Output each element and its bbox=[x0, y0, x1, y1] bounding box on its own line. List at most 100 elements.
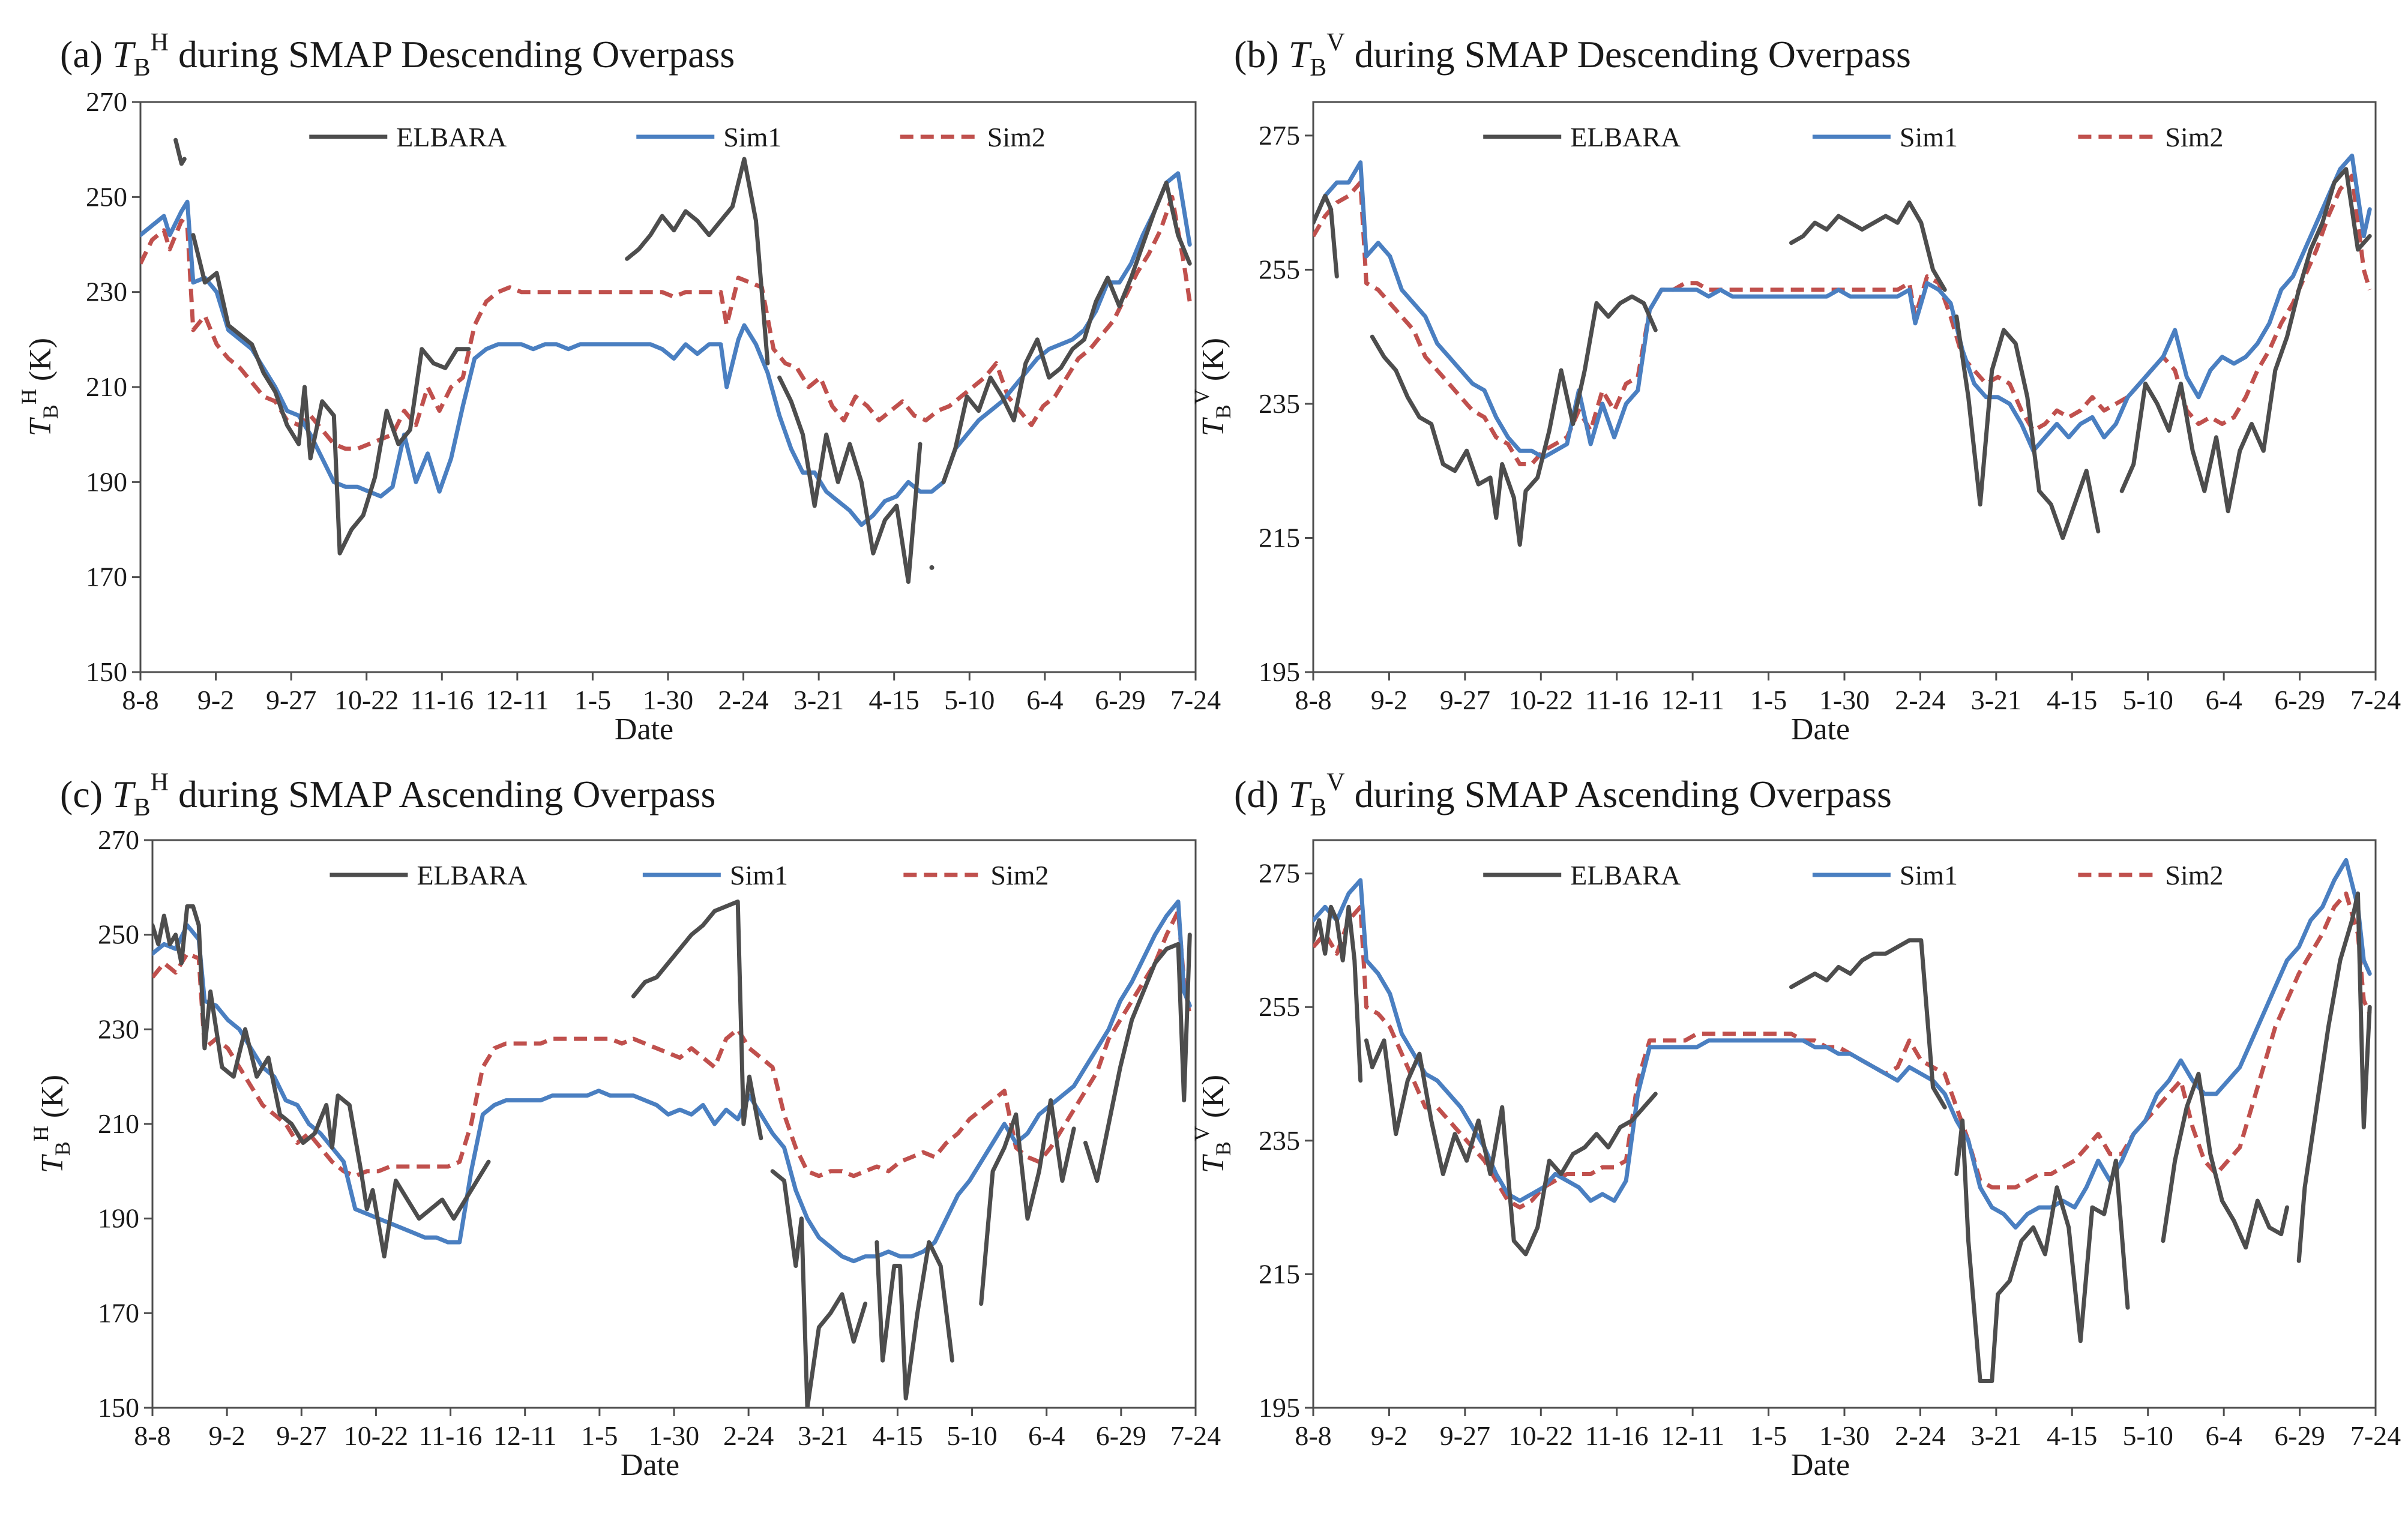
title-subscript: B bbox=[1310, 54, 1326, 82]
y-tick-label: 255 bbox=[1259, 254, 1300, 284]
x-tick-label: 4-15 bbox=[2047, 1420, 2097, 1451]
y-tick-label: 215 bbox=[1259, 1258, 1300, 1289]
x-tick-label: 4-15 bbox=[2047, 685, 2097, 715]
title-text: during SMAP Descending Overpass bbox=[169, 33, 735, 76]
ylabel-subscript: B bbox=[1211, 404, 1235, 419]
y-tick-label: 170 bbox=[98, 1297, 139, 1328]
x-tick-label: 7-24 bbox=[2350, 1420, 2401, 1451]
x-tick-label: 1-5 bbox=[1750, 1420, 1787, 1451]
x-tick-label: 8-8 bbox=[1295, 1420, 1331, 1451]
series-group bbox=[140, 137, 1192, 584]
y-axis-label: TBV (K) bbox=[1190, 1075, 1235, 1173]
x-tick-label: 8-8 bbox=[122, 685, 158, 715]
x-axis-label: Date bbox=[1791, 712, 1850, 746]
series-elbara-line bbox=[2119, 167, 2372, 514]
legend-label-elbara: ELBARA bbox=[417, 860, 527, 891]
series-group bbox=[1313, 858, 2372, 1383]
x-tick-label: 9-27 bbox=[276, 1420, 327, 1451]
y-tick-label: 170 bbox=[86, 562, 127, 592]
y-tick-label: 270 bbox=[98, 825, 139, 855]
y-tick-label: 235 bbox=[1259, 1125, 1300, 1156]
panel-label: (a) bbox=[60, 33, 112, 76]
y-tick-label: 190 bbox=[98, 1203, 139, 1234]
y-tick-label: 235 bbox=[1259, 388, 1300, 419]
x-tick-label: 6-4 bbox=[2205, 1420, 2242, 1451]
series-group bbox=[1313, 153, 2372, 547]
x-tick-label: 11-16 bbox=[1585, 1420, 1649, 1451]
x-tick-label: 5-10 bbox=[947, 1420, 997, 1451]
ylabel-subscript: B bbox=[38, 404, 62, 419]
x-tick-label: 6-29 bbox=[1095, 685, 1145, 715]
y-tick-label: 230 bbox=[86, 277, 127, 307]
legend-label-elbara: ELBARA bbox=[396, 122, 507, 152]
y-axis-label: TBH (K) bbox=[29, 1075, 74, 1173]
title-subscript: B bbox=[134, 794, 151, 822]
y-tick-label: 255 bbox=[1259, 991, 1300, 1022]
y-tick-label: 250 bbox=[86, 181, 127, 212]
x-tick-label: 1-30 bbox=[643, 685, 693, 715]
x-tick-label: 1-30 bbox=[1819, 685, 1870, 715]
series-elbara-line bbox=[1370, 294, 1658, 547]
y-tick-label: 210 bbox=[86, 371, 127, 402]
title-subscript: B bbox=[134, 54, 151, 82]
x-tick-label: 5-10 bbox=[944, 685, 995, 715]
ylabel-superscript: H bbox=[17, 389, 41, 404]
x-tick-label: 9-2 bbox=[1371, 685, 1407, 715]
series-elbara-line bbox=[770, 1169, 868, 1408]
panel-title: (b) TBV during SMAP Descending Overpass bbox=[1234, 29, 1911, 82]
title-subscript: B bbox=[1310, 794, 1326, 822]
x-tick-label: 6-29 bbox=[2274, 1420, 2325, 1451]
series-sim2-line bbox=[1313, 173, 2372, 466]
x-tick-label: 9-27 bbox=[266, 685, 316, 715]
panel-title: (a) TBH during SMAP Descending Overpass bbox=[60, 29, 735, 82]
legend-label-sim2: Sim2 bbox=[2165, 860, 2223, 891]
y-tick-label: 195 bbox=[1259, 656, 1300, 687]
y-axis-label: TBV (K) bbox=[1190, 338, 1235, 436]
legend-label-sim1: Sim1 bbox=[730, 860, 788, 891]
ylabel-symbol: T bbox=[1196, 1154, 1230, 1173]
x-tick-label: 1-30 bbox=[649, 1420, 699, 1451]
series-elbara-line bbox=[191, 233, 471, 556]
series-elbara-line bbox=[777, 375, 923, 584]
ylabel-superscript: H bbox=[29, 1126, 53, 1141]
x-tick-label: 8-8 bbox=[134, 1420, 170, 1451]
y-tick-label: 210 bbox=[98, 1108, 139, 1139]
x-tick-label: 1-5 bbox=[1750, 685, 1787, 715]
series-elbara-line bbox=[2296, 891, 2372, 1263]
x-tick-label: 1-5 bbox=[581, 1420, 618, 1451]
series-elbara-line bbox=[152, 904, 491, 1259]
chart-panel-0: (a) TBH during SMAP Descending Overpass 1… bbox=[17, 29, 1221, 746]
chart-panel-1: (b) TBV during SMAP Descending Overpass 1… bbox=[1190, 29, 2401, 746]
x-tick-label: 1-5 bbox=[574, 685, 611, 715]
x-tick-label: 9-2 bbox=[1371, 1420, 1407, 1451]
chart-panel-3: (d) TBV during SMAP Ascending Overpass19… bbox=[1190, 769, 2401, 1482]
x-tick-label: 6-4 bbox=[2205, 685, 2242, 715]
y-tick-label: 190 bbox=[86, 466, 127, 497]
title-text: during SMAP Ascending Overpass bbox=[1345, 773, 1892, 816]
ylabel-unit: (K) bbox=[23, 338, 58, 389]
plot-frame bbox=[139, 101, 1197, 673]
series-sim2-line bbox=[140, 194, 1192, 451]
ylabel-unit: (K) bbox=[1196, 338, 1230, 389]
x-tick-label: 10-22 bbox=[1509, 685, 1573, 715]
x-tick-label: 2-24 bbox=[1895, 1420, 1945, 1451]
x-tick-label: 5-10 bbox=[2123, 685, 2173, 715]
x-tick-label: 2-24 bbox=[718, 685, 768, 715]
title-text: during SMAP Descending Overpass bbox=[1345, 33, 1911, 76]
x-tick-label: 10-22 bbox=[334, 685, 399, 715]
x-axis-label: Date bbox=[621, 1448, 679, 1482]
x-tick-label: 12-11 bbox=[486, 685, 549, 715]
series-elbara-line bbox=[631, 900, 763, 1141]
title-superscript: H bbox=[151, 769, 169, 796]
series-elbara-line bbox=[2161, 1072, 2289, 1250]
y-tick-label: 215 bbox=[1259, 522, 1300, 553]
x-tick-label: 6-4 bbox=[1028, 1420, 1065, 1451]
series-elbara-line bbox=[1083, 933, 1192, 1183]
series-elbara-line bbox=[1954, 1118, 2130, 1383]
legend-label-sim2: Sim2 bbox=[987, 122, 1046, 152]
y-tick-label: 275 bbox=[1259, 120, 1300, 151]
title-text: during SMAP Ascending Overpass bbox=[169, 773, 715, 816]
series-elbara-line bbox=[1313, 904, 1363, 1083]
y-tick-label: 150 bbox=[86, 656, 127, 687]
